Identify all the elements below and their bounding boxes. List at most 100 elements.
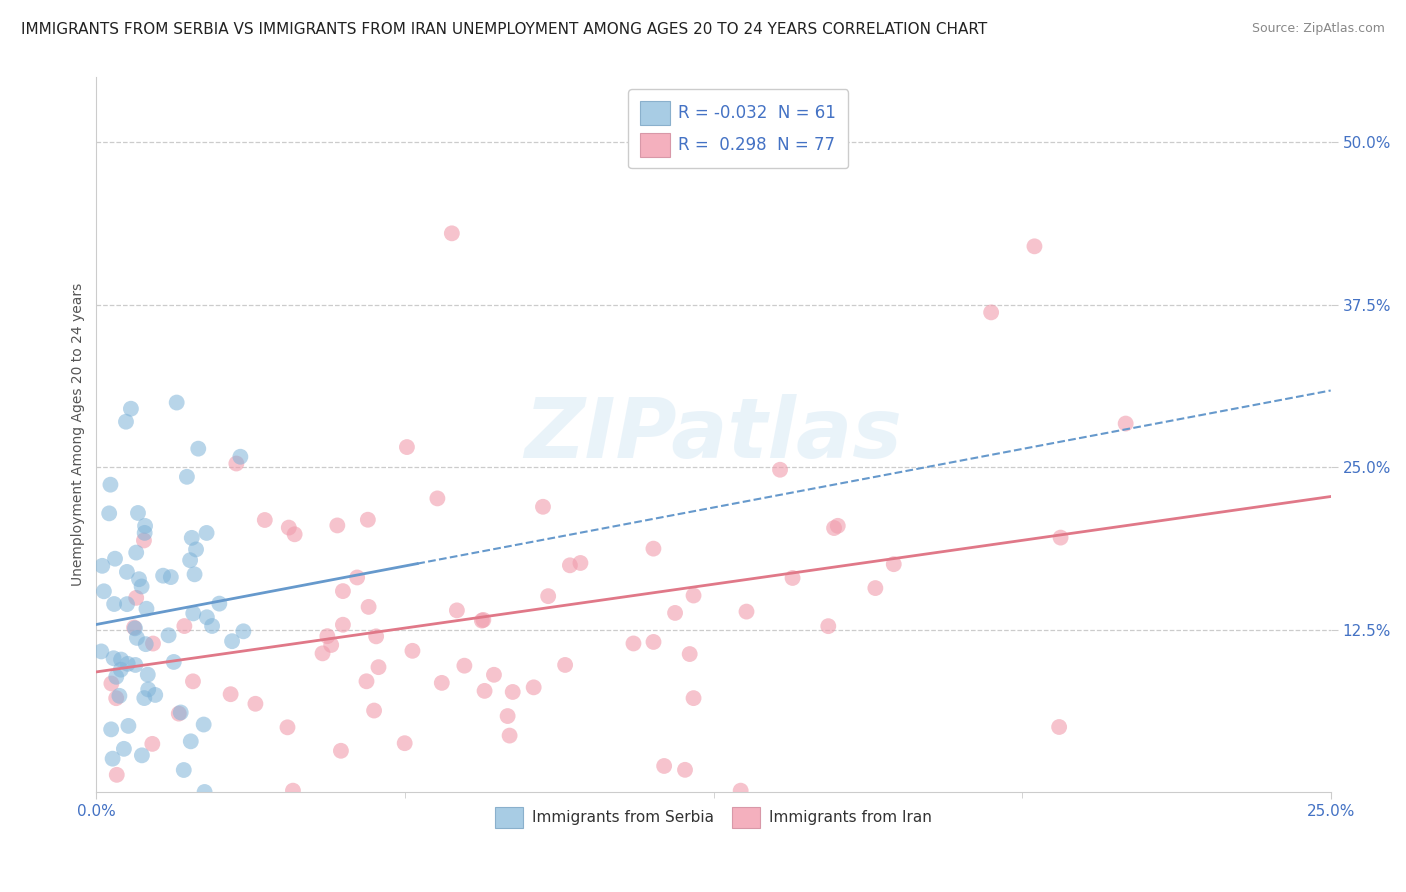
Point bbox=[90, 644, 112, 658]
Point bbox=[152, 568, 174, 582]
Point bbox=[187, 442, 209, 456]
Point bbox=[446, 603, 468, 617]
Point bbox=[332, 584, 354, 599]
Point bbox=[523, 681, 546, 695]
Point bbox=[127, 506, 149, 520]
Point bbox=[730, 783, 752, 797]
Point bbox=[110, 663, 132, 677]
Point bbox=[195, 525, 218, 540]
Point bbox=[474, 684, 496, 698]
Point bbox=[498, 729, 520, 743]
Point bbox=[245, 697, 267, 711]
Point bbox=[735, 605, 758, 619]
Point bbox=[105, 670, 128, 684]
Point bbox=[1115, 417, 1137, 431]
Point bbox=[401, 644, 423, 658]
Point bbox=[141, 737, 163, 751]
Point bbox=[221, 634, 243, 648]
Point bbox=[131, 748, 153, 763]
Point bbox=[817, 619, 839, 633]
Point bbox=[430, 676, 453, 690]
Point bbox=[193, 717, 215, 731]
Point bbox=[395, 440, 418, 454]
Point bbox=[472, 613, 495, 627]
Point bbox=[363, 704, 385, 718]
Point bbox=[326, 518, 349, 533]
Point bbox=[100, 477, 122, 491]
Point bbox=[115, 597, 138, 611]
Point bbox=[664, 606, 686, 620]
Point bbox=[531, 500, 554, 514]
Point bbox=[682, 589, 704, 603]
Point bbox=[1047, 720, 1070, 734]
Point bbox=[115, 415, 138, 429]
Point bbox=[440, 227, 463, 241]
Point bbox=[136, 667, 159, 681]
Point bbox=[679, 647, 702, 661]
Point bbox=[201, 619, 224, 633]
Point bbox=[281, 783, 304, 797]
Point bbox=[357, 513, 380, 527]
Point bbox=[558, 558, 581, 573]
Point bbox=[105, 691, 128, 706]
Point bbox=[125, 545, 148, 559]
Point bbox=[136, 682, 159, 697]
Point bbox=[166, 395, 188, 409]
Point bbox=[101, 752, 124, 766]
Point bbox=[394, 736, 416, 750]
Point bbox=[554, 657, 576, 672]
Point bbox=[782, 571, 804, 585]
Point bbox=[357, 599, 380, 614]
Point bbox=[883, 557, 905, 571]
Legend: Immigrants from Serbia, Immigrants from Iran: Immigrants from Serbia, Immigrants from … bbox=[489, 800, 938, 834]
Point bbox=[157, 628, 180, 642]
Point bbox=[100, 723, 122, 737]
Point bbox=[181, 607, 204, 621]
Point bbox=[180, 734, 202, 748]
Point bbox=[682, 691, 704, 706]
Y-axis label: Unemployment Among Ages 20 to 24 years: Unemployment Among Ages 20 to 24 years bbox=[72, 283, 86, 586]
Point bbox=[356, 674, 378, 689]
Point bbox=[346, 570, 368, 584]
Point bbox=[173, 763, 195, 777]
Point bbox=[980, 305, 1002, 319]
Point bbox=[100, 676, 122, 690]
Point bbox=[865, 581, 887, 595]
Point bbox=[329, 744, 352, 758]
Point bbox=[180, 531, 202, 545]
Point bbox=[142, 636, 165, 650]
Point bbox=[219, 687, 242, 701]
Point bbox=[131, 579, 153, 593]
Point bbox=[502, 685, 524, 699]
Point bbox=[321, 638, 343, 652]
Text: ZIPatlas: ZIPatlas bbox=[524, 394, 903, 475]
Point bbox=[229, 450, 252, 464]
Point bbox=[496, 709, 519, 723]
Text: IMMIGRANTS FROM SERBIA VS IMMIGRANTS FROM IRAN UNEMPLOYMENT AMONG AGES 20 TO 24 : IMMIGRANTS FROM SERBIA VS IMMIGRANTS FRO… bbox=[21, 22, 987, 37]
Point bbox=[623, 636, 645, 650]
Point bbox=[208, 597, 231, 611]
Point bbox=[135, 601, 157, 615]
Point bbox=[143, 688, 166, 702]
Point bbox=[104, 551, 127, 566]
Point bbox=[184, 542, 207, 557]
Point bbox=[120, 401, 142, 416]
Point bbox=[232, 624, 254, 639]
Point bbox=[134, 525, 156, 540]
Point bbox=[453, 658, 475, 673]
Point bbox=[110, 652, 132, 666]
Point bbox=[93, 584, 115, 599]
Point bbox=[167, 706, 190, 721]
Point bbox=[673, 763, 696, 777]
Point bbox=[194, 785, 217, 799]
Point bbox=[103, 651, 125, 665]
Point bbox=[124, 621, 146, 635]
Point bbox=[471, 614, 494, 628]
Point bbox=[569, 556, 592, 570]
Point bbox=[643, 635, 665, 649]
Point bbox=[134, 519, 156, 533]
Point bbox=[316, 629, 339, 643]
Point bbox=[176, 470, 198, 484]
Point bbox=[195, 610, 218, 624]
Point bbox=[284, 527, 307, 541]
